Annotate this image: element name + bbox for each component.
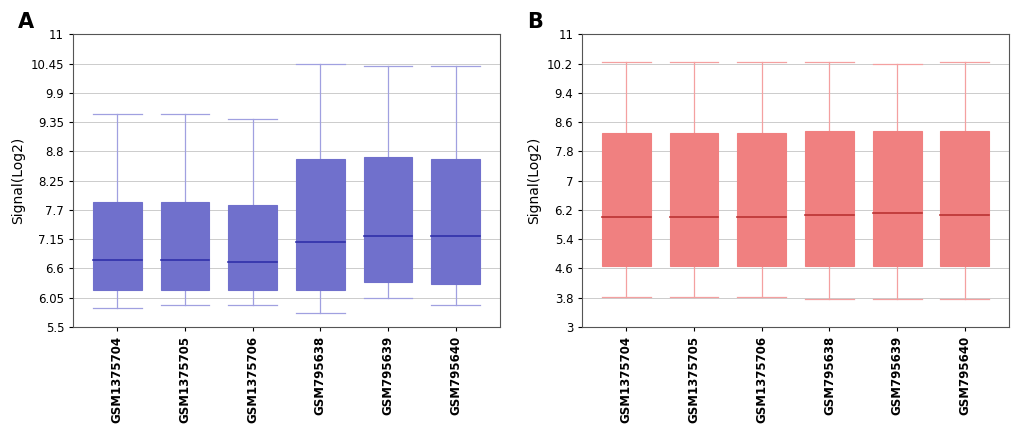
Bar (364, 157, 412, 282)
Bar (296, 159, 344, 289)
Bar (804, 131, 853, 266)
Bar (601, 133, 650, 266)
Text: B: B (526, 12, 542, 32)
Bar (940, 131, 988, 266)
Text: A: A (17, 12, 34, 32)
Bar (737, 133, 786, 266)
Bar (872, 131, 920, 266)
Bar (93, 202, 142, 289)
Y-axis label: Signal(Log2): Signal(Log2) (527, 137, 541, 224)
Y-axis label: Signal(Log2): Signal(Log2) (11, 137, 25, 224)
Bar (228, 204, 277, 289)
Bar (160, 202, 209, 289)
Bar (431, 159, 480, 284)
Bar (669, 133, 717, 266)
